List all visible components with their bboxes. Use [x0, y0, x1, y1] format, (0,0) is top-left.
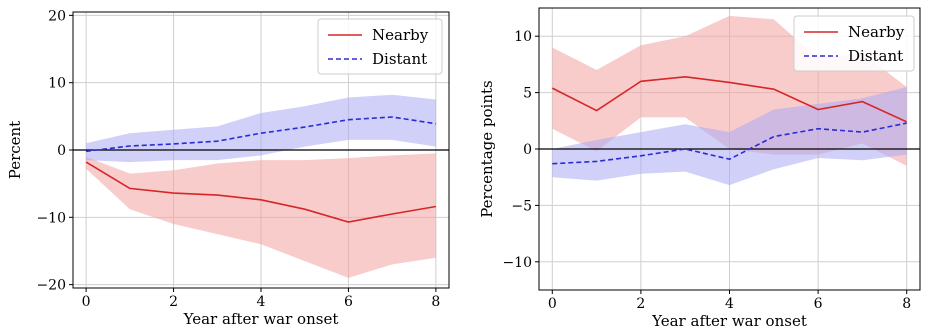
- x-tick-label: 4: [257, 294, 266, 310]
- plot-area: [539, 15, 920, 186]
- legend-label-distant: Distant: [848, 47, 903, 65]
- y-tick-label: 0: [523, 142, 532, 158]
- legend-label-distant: Distant: [372, 50, 427, 68]
- x-tick-label: 4: [725, 296, 734, 312]
- series-line-distant: [86, 116, 437, 153]
- x-axis-label: Year after war onset: [183, 310, 339, 328]
- confidence-band-distant: [86, 94, 436, 163]
- y-tick-label: −20: [36, 278, 66, 294]
- series-line-nearby: [85, 161, 437, 223]
- x-tick-label: 8: [902, 296, 911, 312]
- x-tick-label: 6: [814, 296, 823, 312]
- series-line-nearby: [551, 75, 908, 123]
- y-tick-label: 20: [48, 8, 66, 24]
- confidence-band-distant: [552, 87, 907, 186]
- legend-box: [793, 15, 915, 72]
- x-tick-label: 2: [636, 296, 645, 312]
- legend: Nearby Distant: [317, 18, 443, 75]
- legend-label-nearby: Nearby: [848, 23, 905, 41]
- x-tick-label: 0: [548, 296, 557, 312]
- y-tick-label: −10: [502, 255, 532, 271]
- y-tick-label: −10: [36, 210, 66, 226]
- x-tick-label: 8: [431, 294, 440, 310]
- legend: Nearby Distant: [793, 15, 915, 72]
- x-axis-label: Year after war onset: [651, 312, 807, 330]
- y-tick-label: 10: [514, 29, 532, 45]
- y-axis-label: Percent: [6, 121, 24, 179]
- plot-area: [73, 94, 449, 278]
- chart-panel-1: 0 2 4 6 8 −20 −10 0 10 20 Year after war onset Perc…: [6, 8, 450, 328]
- confidence-band-nearby: [86, 153, 436, 278]
- x-tick-label: 0: [82, 294, 91, 310]
- y-tick-label: 5: [523, 86, 532, 102]
- chart-panel-2: 0 2 4 6 8 −10 −5 0 5 10 Year after war onset Percen…: [478, 7, 921, 330]
- y-axis-label: Percentage points: [478, 80, 496, 217]
- legend-box: [317, 18, 443, 75]
- legend-label-nearby: Nearby: [372, 26, 429, 44]
- x-tick-label: 6: [344, 294, 353, 310]
- y-tick-label: 0: [57, 143, 66, 159]
- y-tick-label: 10: [48, 76, 66, 92]
- y-tick-label: −5: [511, 198, 532, 214]
- series-line-distant: [552, 122, 907, 165]
- x-tick-label: 2: [169, 294, 178, 310]
